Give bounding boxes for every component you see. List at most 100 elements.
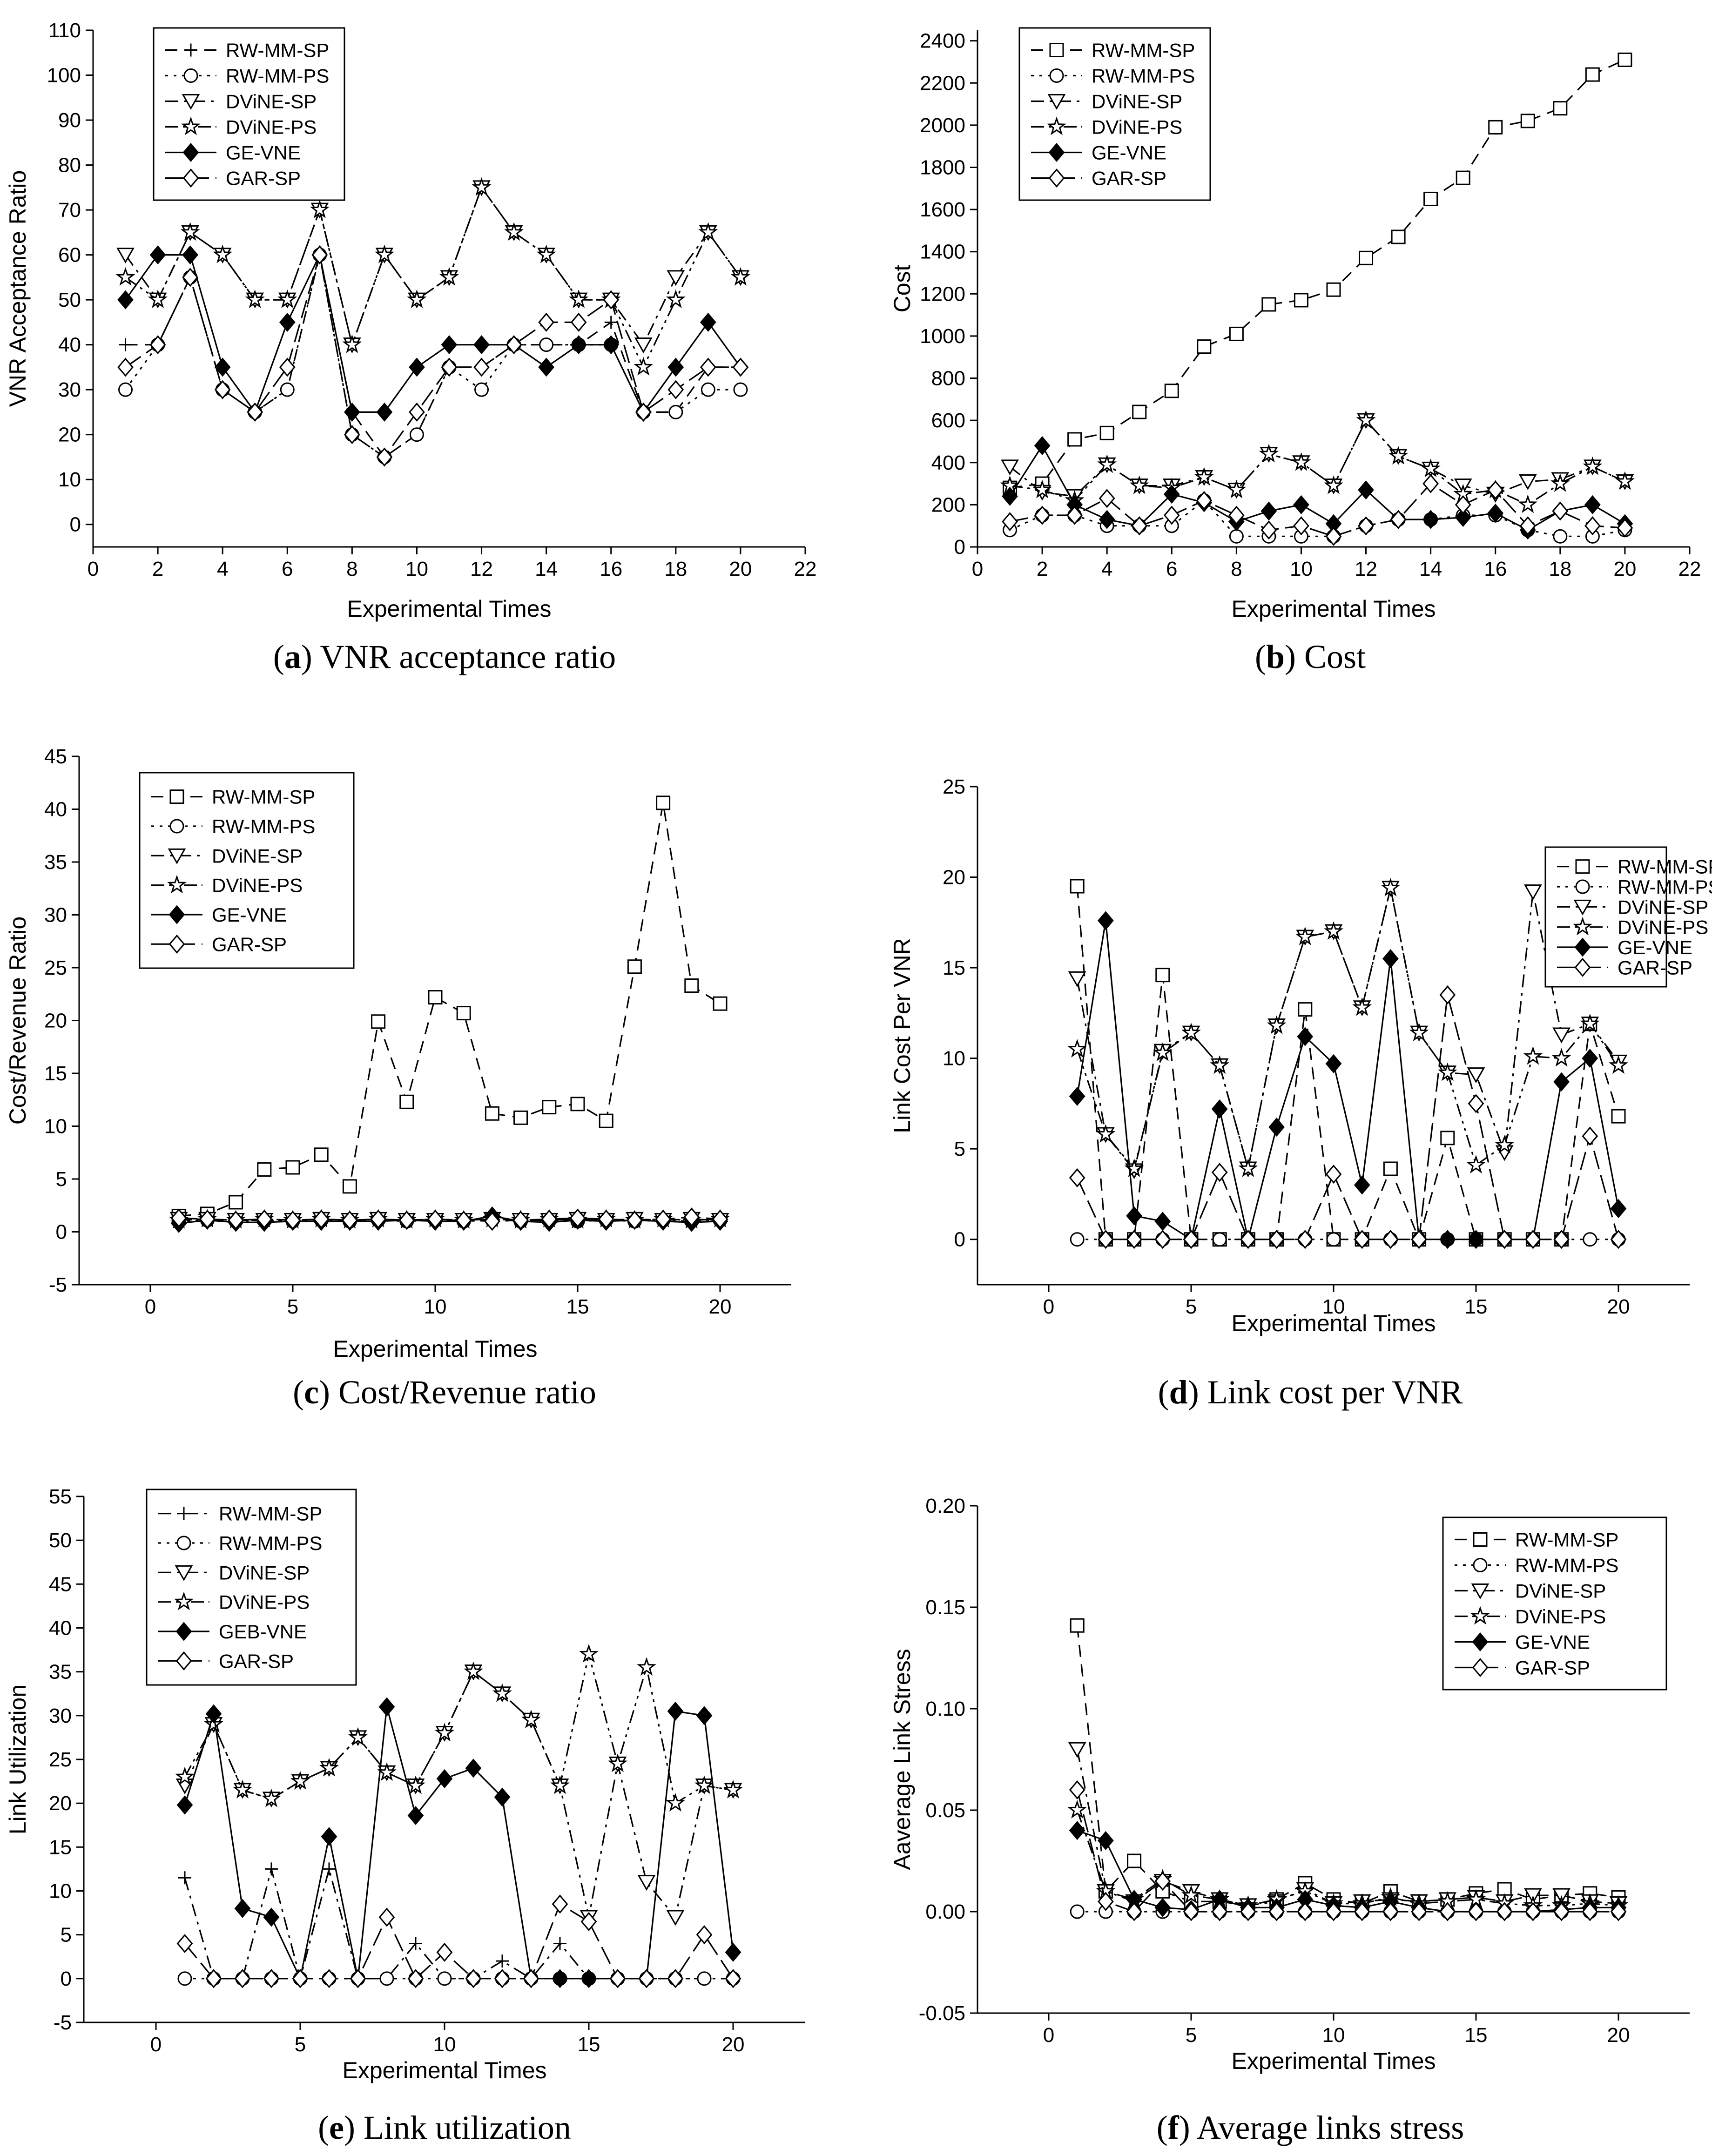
data-point xyxy=(1294,293,1308,308)
x-axis-title: Experimental Times xyxy=(347,596,551,622)
data-point xyxy=(1582,1126,1598,1146)
data-point xyxy=(1267,1015,1287,1034)
data-point xyxy=(667,1969,684,1988)
legend-label: GAR-SP xyxy=(219,1650,294,1672)
y-tick-label: 30 xyxy=(44,904,67,927)
x-tick-label: 4 xyxy=(217,558,228,580)
legend-label: GE-VNE xyxy=(1515,1631,1590,1653)
data-point xyxy=(1468,1230,1484,1249)
y-tick-label: 5 xyxy=(56,1168,67,1191)
data-point xyxy=(1552,501,1569,521)
x-tick-label: 5 xyxy=(287,1295,298,1318)
data-point xyxy=(177,1971,192,1986)
data-point xyxy=(733,382,748,397)
x-tick-label: 15 xyxy=(1465,2024,1488,2047)
data-point xyxy=(1466,1155,1486,1174)
legend-label: GAR-SP xyxy=(1092,168,1166,189)
series-ge-vne xyxy=(1002,436,1633,540)
y-tick-label: 0.00 xyxy=(925,1900,965,1923)
y-tick-label: 90 xyxy=(58,109,81,132)
y-tick-label: 45 xyxy=(44,745,67,768)
data-point xyxy=(204,1714,223,1733)
data-point xyxy=(1154,1230,1171,1249)
legend-marker xyxy=(1473,1532,1488,1547)
legend-label: RW-MM-PS xyxy=(226,65,329,87)
legend-marker xyxy=(169,905,185,924)
legend-label: DViNE-PS xyxy=(1092,116,1182,138)
x-tick-label: 6 xyxy=(282,558,293,580)
data-point xyxy=(570,312,587,332)
data-point xyxy=(1382,949,1399,969)
data-point xyxy=(627,959,642,974)
data-point xyxy=(1617,518,1633,538)
data-point xyxy=(1487,503,1504,523)
data-point xyxy=(1325,1054,1342,1073)
data-point xyxy=(521,1710,541,1729)
data-point xyxy=(1525,1902,1541,1921)
legend-marker xyxy=(169,934,185,954)
data-point xyxy=(178,1871,191,1885)
series-line xyxy=(1010,483,1625,537)
chart-a: 0 2 4 6 8 10 12 14 16 18 20 22 0 10 20 30 40 50 60 70 80 90 10… xyxy=(5,19,816,622)
caption-c: (c) Cost/Revenue ratio xyxy=(293,1374,596,1411)
data-point xyxy=(506,335,522,355)
data-point xyxy=(319,1758,339,1777)
data-point xyxy=(712,1209,728,1229)
data-point xyxy=(1293,495,1309,514)
data-point xyxy=(1211,1163,1228,1182)
data-point xyxy=(342,1211,358,1230)
data-point xyxy=(1519,516,1536,536)
legend-label: RW-MM-SP xyxy=(212,786,315,808)
data-point xyxy=(427,1209,444,1229)
legend-marker xyxy=(1573,899,1592,916)
data-point xyxy=(435,1723,454,1742)
data-point xyxy=(436,1942,453,1962)
data-point xyxy=(666,1910,685,1926)
legend-label: DViNE-SP xyxy=(226,91,317,113)
x-tick-label: 10 xyxy=(1290,558,1313,580)
y-tick-label: 80 xyxy=(58,154,81,177)
data-point xyxy=(1131,516,1148,536)
data-point xyxy=(1390,510,1407,529)
legend-label: GE-VNE xyxy=(1092,142,1166,164)
data-point xyxy=(474,382,489,397)
data-point xyxy=(1585,67,1600,82)
data-point xyxy=(313,1209,330,1229)
data-point xyxy=(377,1762,397,1781)
x-axis-title: Experimental Times xyxy=(1231,596,1436,622)
data-point xyxy=(176,1795,193,1815)
y-tick-label: 20 xyxy=(44,1010,67,1032)
data-point xyxy=(262,1788,281,1807)
data-point xyxy=(342,334,362,353)
chart-e: 0 5 10 15 20 -5 0 5 10 15 20 25 30 35 40 45 50 55 Experime… xyxy=(5,1485,805,2083)
legend-marker xyxy=(1048,168,1065,188)
data-point xyxy=(1154,1872,1171,1891)
series-line xyxy=(1076,887,1619,1172)
x-tick-label: 0 xyxy=(145,1295,156,1318)
data-point xyxy=(455,1211,472,1230)
data-point xyxy=(1069,1780,1085,1799)
y-tick-label: 0.15 xyxy=(925,1596,965,1619)
data-point xyxy=(1002,486,1018,506)
data-point xyxy=(344,402,360,422)
data-point xyxy=(1096,1124,1116,1143)
data-point xyxy=(1069,1168,1085,1187)
data-point xyxy=(666,289,686,309)
data-point xyxy=(723,1779,743,1799)
data-point xyxy=(1066,505,1083,525)
data-point xyxy=(1099,425,1114,440)
data-point xyxy=(1127,1853,1142,1868)
x-tick-label: 10 xyxy=(433,2033,456,2056)
data-point xyxy=(407,1969,424,1988)
data-point xyxy=(116,248,135,264)
x-tick-label: 8 xyxy=(1231,558,1242,580)
data-point xyxy=(1154,1212,1171,1231)
data-point xyxy=(1211,1099,1228,1119)
series-gar-sp xyxy=(170,1207,728,1231)
data-point xyxy=(1354,1230,1370,1249)
data-point xyxy=(213,244,233,263)
legend: RW-MM-SP RW-MM-PS DViNE-SP DViNE-PS GE-VNE GA… xyxy=(139,772,355,969)
data-point xyxy=(1070,1618,1085,1633)
series-ge-vne xyxy=(117,245,749,422)
